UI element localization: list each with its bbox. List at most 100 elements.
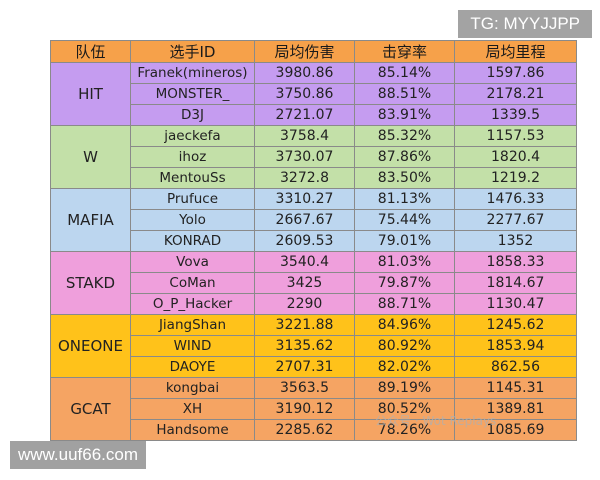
avg-damage-cell: 3272.8 xyxy=(254,167,355,189)
player-id-cell: DAOYE xyxy=(130,356,255,378)
player-id-cell: O_P_Hacker xyxy=(130,293,255,315)
avg-mileage-cell: 1597.86 xyxy=(454,62,577,84)
player-id-cell: Handsome xyxy=(130,419,255,441)
player-id-cell: MentouSs xyxy=(130,167,255,189)
table-body: HIT Franek(mineros) 3980.86 85.14% 1597.86 MO… xyxy=(50,62,577,441)
team-cell: GCAT xyxy=(50,377,131,441)
player-id-cell: WIND xyxy=(130,335,255,357)
pen-rate-cell: 78.26% xyxy=(354,419,455,441)
pen-rate-cell: 81.03% xyxy=(354,251,455,273)
avg-mileage-cell: 1339.5 xyxy=(454,104,577,126)
player-id-cell: KONRAD xyxy=(130,230,255,252)
player-id-cell: jaeckefa xyxy=(130,125,255,147)
player-id-cell: XH xyxy=(130,398,255,420)
source-watermark: 公众号 · Wot Replays xyxy=(375,414,497,428)
table-row: GCAT kongbai 3563.5 89.19% 1145.31 xyxy=(50,377,577,441)
avg-damage-cell: 2667.67 xyxy=(254,209,355,231)
avg-damage-cell: 3310.27 xyxy=(254,188,355,210)
pen-rate-cell: 79.87% xyxy=(354,272,455,294)
player-id-cell: CoMan xyxy=(130,272,255,294)
player-id-cell: Prufuce xyxy=(130,188,255,210)
table-row: Yolo 2667.67 75.44% 2277.67 xyxy=(50,209,577,231)
header-avg-mileage: 局均里程 xyxy=(454,40,577,63)
pen-rate-cell: 85.32% xyxy=(354,125,455,147)
table-row: STAKD Vova 3540.4 81.03% 1858.33 xyxy=(50,251,577,315)
avg-mileage-cell: 1085.69 xyxy=(454,419,577,441)
avg-mileage-cell: 1858.33 xyxy=(454,251,577,273)
avg-damage-cell: 3540.4 xyxy=(254,251,355,273)
table-row: MONSTER_ 3750.86 88.51% 2178.21 xyxy=(50,83,577,105)
table-row: XH 3190.12 80.52% 1389.81 xyxy=(50,398,577,420)
tg-watermark: TG: MYYJJPP xyxy=(458,10,592,38)
table-row: MAFIA Prufuce 3310.27 81.13% 1476.33 xyxy=(50,188,577,252)
avg-mileage-cell: 1853.94 xyxy=(454,335,577,357)
avg-damage-cell: 3135.62 xyxy=(254,335,355,357)
player-id-cell: Franek(mineros) xyxy=(130,62,255,84)
player-id-cell: kongbai xyxy=(130,377,255,399)
header-row: 队伍 选手ID 局均伤害 击穿率 局均里程 xyxy=(50,40,577,63)
avg-damage-cell: 3190.12 xyxy=(254,398,355,420)
url-watermark: www.uuf66.com xyxy=(10,441,146,469)
avg-mileage-cell: 1219.2 xyxy=(454,167,577,189)
table-row: Handsome 2285.62 78.26% 1085.69 xyxy=(50,419,577,441)
avg-mileage-cell: 1814.67 xyxy=(454,272,577,294)
team-cell: W xyxy=(50,125,131,189)
table-row: DAOYE 2707.31 82.02% 862.56 xyxy=(50,356,577,378)
avg-mileage-cell: 1130.47 xyxy=(454,293,577,315)
pen-rate-cell: 80.92% xyxy=(354,335,455,357)
avg-damage-cell: 3221.88 xyxy=(254,314,355,336)
avg-mileage-cell: 1820.4 xyxy=(454,146,577,168)
avg-mileage-cell: 1157.53 xyxy=(454,125,577,147)
avg-damage-cell: 2609.53 xyxy=(254,230,355,252)
header-team: 队伍 xyxy=(50,40,131,63)
pen-rate-cell: 87.86% xyxy=(354,146,455,168)
avg-damage-cell: 2285.62 xyxy=(254,419,355,441)
team-cell: STAKD xyxy=(50,251,131,315)
avg-mileage-cell: 862.56 xyxy=(454,356,577,378)
pen-rate-cell: 88.51% xyxy=(354,83,455,105)
avg-damage-cell: 2290 xyxy=(254,293,355,315)
pen-rate-cell: 88.71% xyxy=(354,293,455,315)
pen-rate-cell: 83.91% xyxy=(354,104,455,126)
team-cell: ONEONE xyxy=(50,314,131,378)
stats-table: 队伍 选手ID 局均伤害 击穿率 局均里程 HIT Franek(mineros)… xyxy=(50,40,577,441)
avg-mileage-cell: 2178.21 xyxy=(454,83,577,105)
pen-rate-cell: 75.44% xyxy=(354,209,455,231)
avg-mileage-cell: 1145.31 xyxy=(454,377,577,399)
header-avg-damage: 局均伤害 xyxy=(254,40,355,63)
avg-mileage-cell: 1476.33 xyxy=(454,188,577,210)
player-id-cell: Yolo xyxy=(130,209,255,231)
team-cell: MAFIA xyxy=(50,188,131,252)
avg-damage-cell: 3563.5 xyxy=(254,377,355,399)
player-id-cell: D3J xyxy=(130,104,255,126)
pen-rate-cell: 85.14% xyxy=(354,62,455,84)
table-row: WIND 3135.62 80.92% 1853.94 xyxy=(50,335,577,357)
table-row: KONRAD 2609.53 79.01% 1352 xyxy=(50,230,577,252)
player-id-cell: MONSTER_ xyxy=(130,83,255,105)
pen-rate-cell: 89.19% xyxy=(354,377,455,399)
table-row: MentouSs 3272.8 83.50% 1219.2 xyxy=(50,167,577,189)
table-row: HIT Franek(mineros) 3980.86 85.14% 1597.86 xyxy=(50,62,577,126)
pen-rate-cell: 79.01% xyxy=(354,230,455,252)
header-pen-rate: 击穿率 xyxy=(354,40,455,63)
avg-damage-cell: 3980.86 xyxy=(254,62,355,84)
avg-damage-cell: 2721.07 xyxy=(254,104,355,126)
avg-damage-cell: 3730.07 xyxy=(254,146,355,168)
table-row: O_P_Hacker 2290 88.71% 1130.47 xyxy=(50,293,577,315)
avg-damage-cell: 3758.4 xyxy=(254,125,355,147)
table-row: ihoz 3730.07 87.86% 1820.4 xyxy=(50,146,577,168)
player-id-cell: ihoz xyxy=(130,146,255,168)
player-id-cell: JiangShan xyxy=(130,314,255,336)
table-row: ONEONE JiangShan 3221.88 84.96% 1245.62 xyxy=(50,314,577,378)
team-cell: HIT xyxy=(50,62,131,126)
avg-damage-cell: 2707.31 xyxy=(254,356,355,378)
pen-rate-cell: 82.02% xyxy=(354,356,455,378)
player-id-cell: Vova xyxy=(130,251,255,273)
avg-mileage-cell: 1352 xyxy=(454,230,577,252)
avg-mileage-cell: 1245.62 xyxy=(454,314,577,336)
header-player-id: 选手ID xyxy=(130,40,255,63)
pen-rate-cell: 83.50% xyxy=(354,167,455,189)
avg-damage-cell: 3750.86 xyxy=(254,83,355,105)
avg-damage-cell: 3425 xyxy=(254,272,355,294)
